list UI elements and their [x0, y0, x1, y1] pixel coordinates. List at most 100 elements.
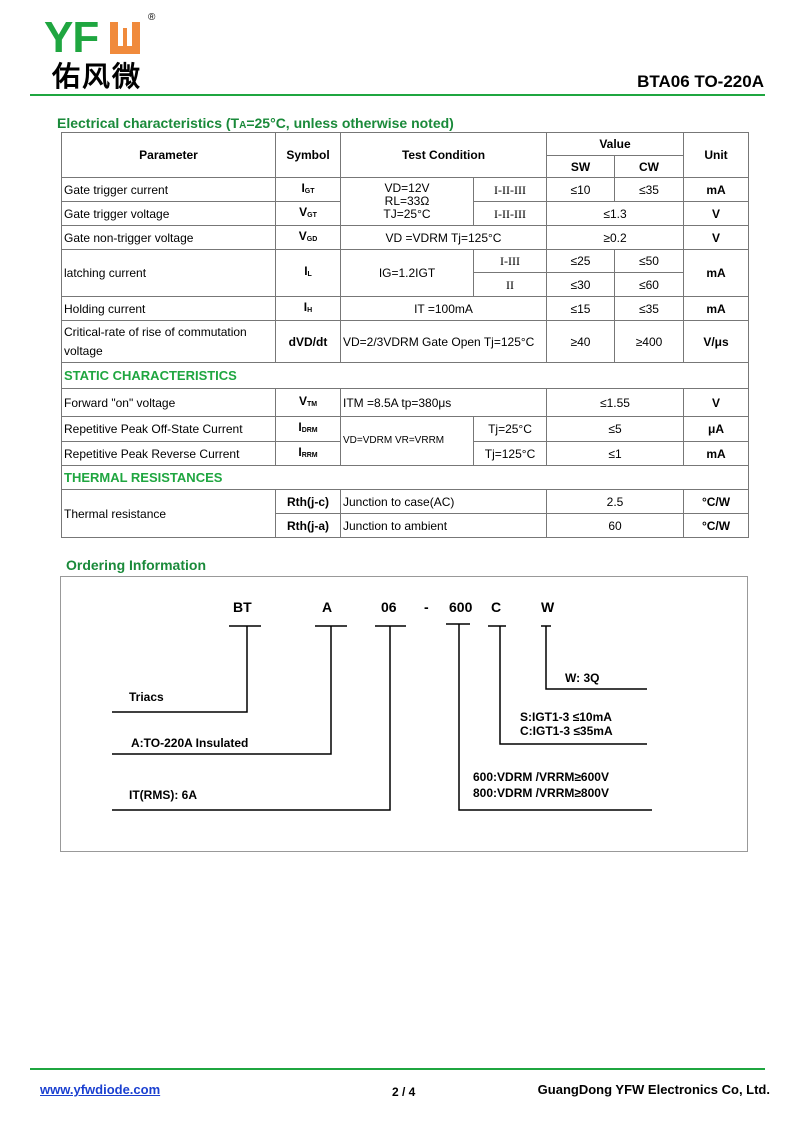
table-cell: I	[301, 180, 305, 195]
table-cell: VD=VDRM VR=VRRM	[340, 416, 474, 466]
table-cell: L	[307, 271, 312, 278]
table-cell: mA	[683, 296, 749, 321]
table-cell: ≤10	[546, 177, 615, 202]
table-cell: VTM	[275, 388, 341, 417]
code-600: 600	[449, 599, 473, 615]
connector-lines	[112, 623, 652, 811]
ordering-diagram: BT A 06 - 600 C W Triacs A:TO-220A Insul…	[60, 576, 748, 852]
table-cell: I	[304, 264, 308, 278]
table-cell: ≤35	[614, 177, 684, 202]
table-cell: ≤1.55	[546, 388, 684, 417]
table-cell: TM	[306, 400, 318, 408]
table-cell: ≥0.2	[546, 225, 684, 250]
electrical-characteristics-table: Parameter Symbol Test Condition Value Unit S…	[61, 132, 749, 538]
page-number: 2 / 4	[392, 1085, 416, 1099]
table-cell: ≤1.3	[546, 201, 684, 226]
table-cell: ≤30	[546, 272, 615, 297]
table-cell: Gate non-trigger voltage	[61, 225, 276, 250]
table-cell: ≤25	[546, 249, 615, 273]
table-cell: Repetitive Peak Reverse Current	[61, 441, 276, 466]
table-cell: Rth(j-a)	[275, 513, 341, 538]
table-row: Gate trigger current IGT VD=12V RL=33Ω TJ=2…	[61, 177, 749, 226]
table-cell: Holding current	[61, 296, 276, 321]
table-row: Forward "on" voltage VTM ITM =8.5A tp=380μ…	[61, 388, 749, 417]
table-cell: mA	[683, 441, 749, 466]
static-heading: STATIC CHARACTERISTICS	[61, 362, 749, 389]
table-cell: IL	[275, 249, 341, 297]
table-row: Thermal resistance Rth(j-c) Junction to ca…	[61, 489, 749, 538]
table-cell: μA	[683, 416, 749, 442]
code-dash: -	[424, 599, 429, 615]
code-c: C	[491, 599, 501, 615]
table-cell: RL=33Ω	[384, 194, 430, 208]
table-cell: ≥40	[546, 320, 615, 363]
table-cell: 800:VDRM /VRRM≥800V	[473, 786, 609, 800]
table-cell: Junction to case(AC)	[340, 489, 547, 514]
table-cell: °C/W	[683, 513, 749, 538]
table-cell: II	[473, 272, 547, 297]
table-cell: Triacs	[129, 690, 164, 704]
table-cell: Unit	[683, 132, 749, 178]
website-link[interactable]: www.yfwdiode.com	[40, 1082, 161, 1097]
table-cell: 佑风微	[52, 60, 143, 93]
table-cell: S:IGT1-3 ≤10mA	[520, 710, 612, 724]
table-cell: mA	[683, 177, 749, 202]
table-cell: VGD	[275, 225, 341, 250]
table-cell: Forward "on" voltage	[61, 388, 276, 417]
table-cell: 60	[546, 513, 684, 538]
table-cell: °C/W	[683, 489, 749, 514]
table-cell: Junction to ambient	[340, 513, 547, 538]
table-cell: ≥400	[614, 320, 684, 363]
table-cell: V	[299, 204, 308, 219]
table-cell: Critical-rate of rise of commutation vol…	[61, 320, 276, 363]
table-cell: C:IGT1-3 ≤35mA	[520, 724, 613, 738]
table-row: II ≤30 ≤60	[62, 272, 749, 297]
table-cell: 2.5	[546, 489, 684, 514]
table-cell: ≤5	[546, 416, 684, 442]
table-cell: SW	[546, 155, 615, 178]
table-cell: IG=1.2IGT	[340, 249, 474, 297]
table-cell: A:TO-220A Insulated	[131, 736, 248, 750]
table-cell: dVD/dt	[275, 320, 341, 363]
table-row: STATIC CHARACTERISTICS	[61, 362, 749, 389]
table-row: Parameter Symbol Test Condition Value Unit	[61, 132, 749, 178]
header-divider	[30, 94, 765, 96]
table-cell: IH	[275, 296, 341, 321]
footer-divider	[30, 1068, 765, 1070]
table-cell: ≤60	[614, 272, 684, 297]
table-cell: V	[298, 393, 307, 408]
table-row: latching current IL IG=1.2IGT I-III ≤25 ≤50 mA	[61, 249, 749, 297]
table-cell: TJ=25°C	[383, 207, 431, 221]
table-cell: mA	[683, 249, 749, 297]
table-cell: VGT	[275, 201, 341, 226]
table-cell: CW	[614, 155, 684, 178]
table-cell: GT	[307, 211, 317, 219]
thermal-heading: THERMAL RESISTANCES	[61, 465, 749, 490]
ordering-heading: Ordering Information	[66, 557, 206, 573]
table-cell: Gate trigger current	[61, 177, 276, 202]
table-cell: Tj=125°C	[473, 441, 547, 466]
table-cell: I-II-III	[473, 177, 547, 202]
table-cell: V/μs	[683, 320, 749, 363]
table-cell: I-III	[473, 249, 547, 273]
table-row: Holding current IH IT =100mA ≤15 ≤35 mA	[61, 296, 749, 321]
code-bt: BT	[233, 599, 252, 615]
table-cell: Value	[546, 132, 684, 156]
table-cell: I	[298, 444, 302, 459]
table-cell: V	[683, 201, 749, 226]
table-cell: I-II-III	[473, 201, 547, 226]
table-cell: ITM =8.5A tp=380μs	[340, 388, 547, 417]
table-cell: GT	[304, 187, 315, 195]
table-cell: IDRM	[275, 416, 341, 442]
table-cell: Tj=25°C	[473, 416, 547, 442]
table-row: THERMAL RESISTANCES	[61, 465, 749, 490]
document-title: BTA06 TO-220A	[637, 72, 764, 91]
table-cell: IT(RMS): 6A	[129, 788, 197, 802]
table-cell: V	[683, 388, 749, 417]
table-cell: ≤50	[614, 249, 684, 273]
table-cell: Gate trigger voltage	[61, 201, 276, 226]
table-cell: VD =VDRM Tj=125°C	[340, 225, 547, 250]
table-cell: DRM	[301, 427, 318, 434]
table-cell: 600:VDRM /VRRM≥600V	[473, 770, 609, 784]
table-cell: Thermal resistance	[61, 489, 276, 538]
